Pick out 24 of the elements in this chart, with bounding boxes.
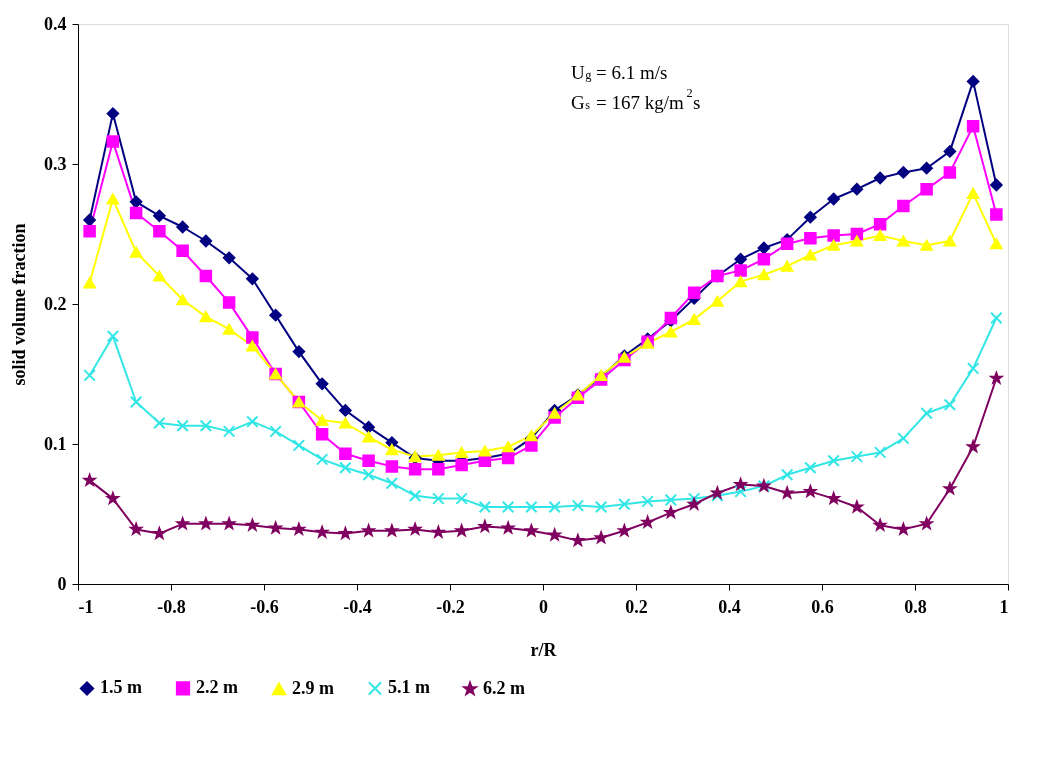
y-tick-label: 0.1 <box>44 433 67 454</box>
y-tick-label: 0.2 <box>44 293 67 314</box>
y-tick-label: 0.3 <box>44 153 67 174</box>
legend-label: 2.2 m <box>196 677 238 698</box>
x-tick-label: 0.4 <box>718 596 741 617</box>
legend-label: 2.9 m <box>292 677 334 698</box>
x-tick-label: -0.4 <box>343 596 372 617</box>
y-tick-label: 0.4 <box>44 13 67 34</box>
x-tick-label: 0.2 <box>625 596 648 617</box>
x-tick-label: 0 <box>539 596 548 617</box>
legend-label: 1.5 m <box>100 677 142 698</box>
x-tick-label: -0.2 <box>436 596 465 617</box>
x-tick-label: 0.8 <box>904 596 927 617</box>
x-tick-label: -1 <box>78 596 94 617</box>
annotation: Ug = 6.1 m/s <box>570 62 668 83</box>
x-tick-label: 1 <box>999 596 1009 617</box>
x-axis-title: r/R <box>530 639 558 660</box>
legend-label: 6.2 m <box>483 678 525 698</box>
y-tick-label: 0 <box>57 573 67 594</box>
legend-label: 5.1 m <box>388 677 430 698</box>
x-tick-label: 0.6 <box>811 596 834 617</box>
y-axis-title: solid volume fraction <box>9 223 29 386</box>
x-tick-label: -0.6 <box>250 596 279 617</box>
x-tick-label: -0.8 <box>157 596 186 617</box>
